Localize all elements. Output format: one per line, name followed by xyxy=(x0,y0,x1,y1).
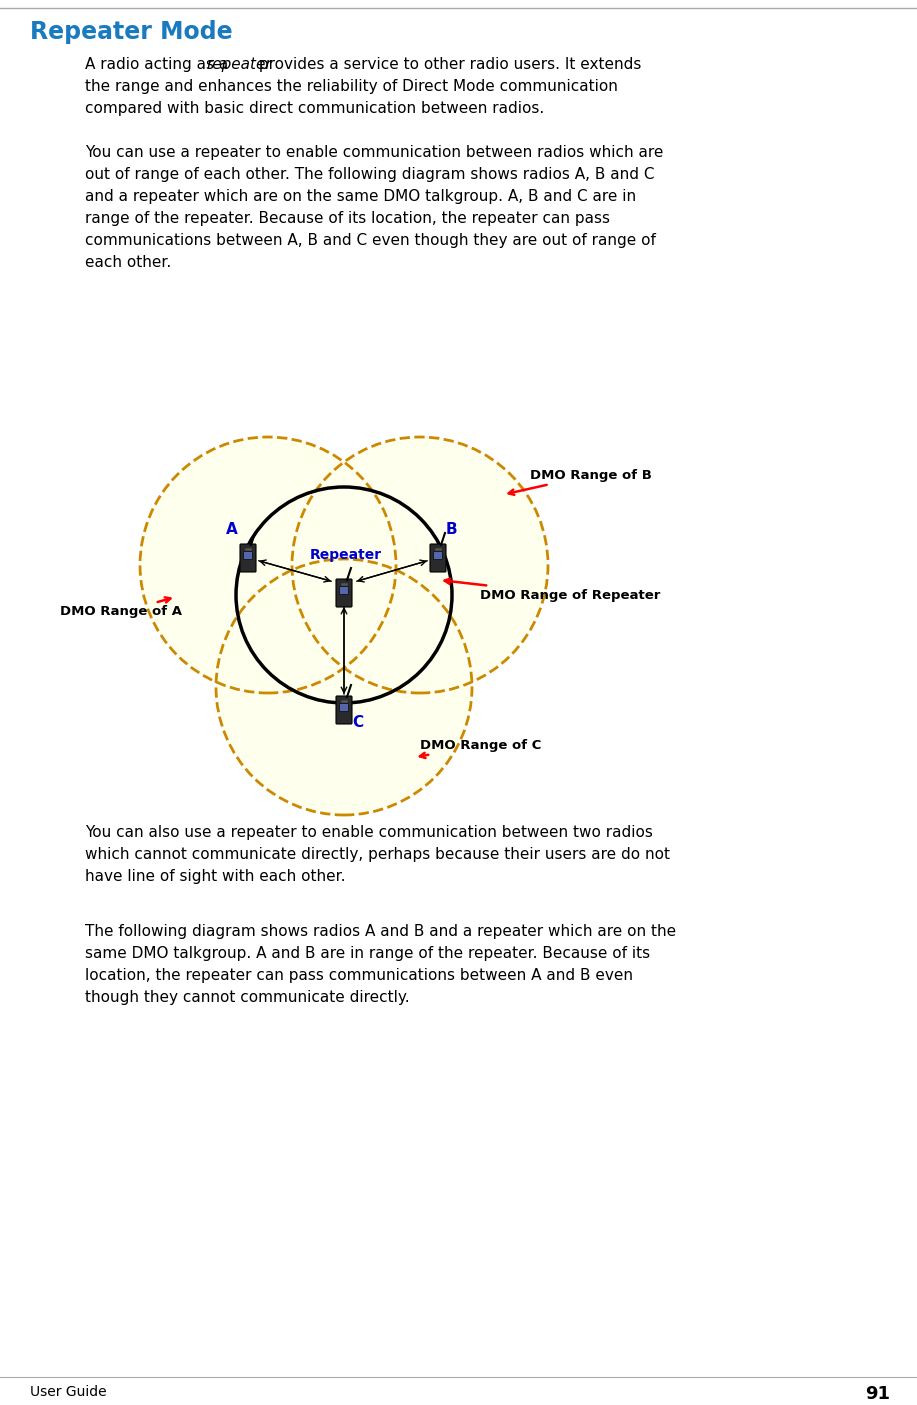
Text: repeater: repeater xyxy=(206,58,271,72)
Text: each other.: each other. xyxy=(85,254,171,270)
Text: provides a service to other radio users. It extends: provides a service to other radio users.… xyxy=(254,58,642,72)
FancyBboxPatch shape xyxy=(434,552,442,559)
Text: 91: 91 xyxy=(865,1385,890,1404)
Text: A radio acting as a: A radio acting as a xyxy=(85,58,233,72)
Text: Repeater Mode: Repeater Mode xyxy=(30,20,233,44)
Text: DMO Range of Repeater: DMO Range of Repeater xyxy=(445,579,660,601)
Text: DMO Range of A: DMO Range of A xyxy=(60,597,182,618)
FancyBboxPatch shape xyxy=(240,544,256,572)
Text: B: B xyxy=(446,523,458,537)
Text: location, the repeater can pass communications between A and B even: location, the repeater can pass communic… xyxy=(85,968,633,984)
Circle shape xyxy=(236,488,452,702)
FancyBboxPatch shape xyxy=(336,695,352,724)
FancyBboxPatch shape xyxy=(430,544,446,572)
Text: which cannot communicate directly, perhaps because their users are do not: which cannot communicate directly, perha… xyxy=(85,847,670,863)
Text: compared with basic direct communication between radios.: compared with basic direct communication… xyxy=(85,101,545,117)
FancyBboxPatch shape xyxy=(336,579,352,607)
Text: DMO Range of B: DMO Range of B xyxy=(509,468,652,495)
Text: DMO Range of C: DMO Range of C xyxy=(420,739,541,759)
FancyBboxPatch shape xyxy=(339,704,348,711)
Text: C: C xyxy=(352,715,363,731)
Text: and a repeater which are on the same DMO talkgroup. A, B and C are in: and a repeater which are on the same DMO… xyxy=(85,190,636,204)
Text: range of the repeater. Because of its location, the repeater can pass: range of the repeater. Because of its lo… xyxy=(85,211,610,226)
Text: same DMO talkgroup. A and B are in range of the repeater. Because of its: same DMO talkgroup. A and B are in range… xyxy=(85,946,650,961)
Text: User Guide: User Guide xyxy=(30,1385,106,1399)
Text: You can use a repeater to enable communication between radios which are: You can use a repeater to enable communi… xyxy=(85,145,663,160)
Text: A: A xyxy=(226,523,238,537)
Text: though they cannot communicate directly.: though they cannot communicate directly. xyxy=(85,991,410,1005)
Text: communications between A, B and C even though they are out of range of: communications between A, B and C even t… xyxy=(85,233,656,249)
Text: You can also use a repeater to enable communication between two radios: You can also use a repeater to enable co… xyxy=(85,825,653,840)
Text: The following diagram shows radios A and B and a repeater which are on the: The following diagram shows radios A and… xyxy=(85,924,676,939)
FancyBboxPatch shape xyxy=(244,552,252,559)
Text: the range and enhances the reliability of Direct Mode communication: the range and enhances the reliability o… xyxy=(85,79,618,94)
Text: out of range of each other. The following diagram shows radios A, B and C: out of range of each other. The followin… xyxy=(85,167,655,183)
Circle shape xyxy=(216,559,472,815)
Circle shape xyxy=(292,437,548,693)
Text: have line of sight with each other.: have line of sight with each other. xyxy=(85,870,346,884)
Text: Repeater: Repeater xyxy=(310,548,382,562)
FancyBboxPatch shape xyxy=(339,587,348,594)
Circle shape xyxy=(140,437,396,693)
